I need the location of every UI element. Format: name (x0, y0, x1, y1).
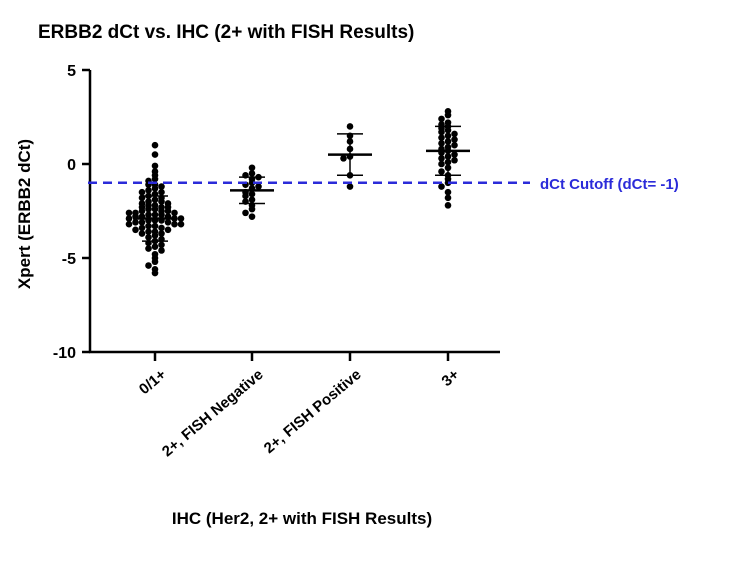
data-point (132, 218, 139, 226)
data-point (444, 188, 452, 196)
data-point (164, 218, 172, 226)
y-tick-label: -10 (53, 345, 76, 362)
data-point (444, 111, 452, 119)
data-point (145, 234, 152, 241)
data-point (248, 205, 256, 213)
data-point (177, 215, 185, 222)
data-point (340, 155, 347, 162)
data-points (125, 108, 458, 277)
data-point (158, 188, 165, 196)
data-point (151, 269, 159, 277)
data-point (438, 128, 445, 136)
chart-title: ERBB2 dCt vs. IHC (2+ with FISH Results) (38, 22, 414, 43)
data-point (438, 115, 445, 123)
data-point (151, 175, 159, 183)
data-point (138, 207, 146, 215)
data-point (138, 188, 146, 196)
data-point (255, 183, 262, 190)
data-point (125, 220, 133, 228)
data-point (151, 258, 159, 266)
x-tick-label: 0/1+ (136, 366, 170, 398)
data-point (242, 209, 249, 217)
data-point (438, 134, 445, 141)
data-point (164, 207, 172, 215)
data-point (151, 141, 159, 149)
data-point (451, 156, 458, 164)
data-point (145, 187, 152, 194)
data-point (145, 228, 152, 235)
data-point (248, 164, 256, 172)
data-point (125, 215, 133, 222)
data-point (438, 183, 445, 190)
data-point (132, 226, 139, 234)
y-tick-label: 0 (67, 157, 76, 174)
data-point (138, 224, 146, 232)
data-point (164, 226, 172, 234)
data-point (444, 202, 452, 209)
data-point (145, 222, 152, 230)
data-point (145, 262, 152, 269)
y-axis-label: Xpert (ERBB2 dCt) (15, 139, 34, 289)
data-point (438, 160, 445, 168)
data-point (158, 230, 165, 237)
data-point (145, 211, 152, 219)
data-point (451, 151, 458, 158)
data-point (248, 213, 256, 220)
data-point (438, 140, 445, 147)
data-point (451, 141, 458, 149)
data-point (158, 247, 165, 254)
data-point (438, 168, 445, 175)
data-point (145, 245, 152, 252)
data-point (138, 218, 146, 226)
data-point (346, 183, 354, 190)
y-ticks: 5 0 -5 -10 (53, 63, 90, 362)
data-point (138, 230, 146, 237)
data-point (451, 136, 458, 143)
data-point (248, 170, 256, 177)
data-point (151, 162, 159, 170)
data-point (451, 130, 458, 138)
data-point (151, 243, 159, 251)
data-point (158, 211, 165, 219)
cutoff-label: dCt Cutoff (dCt= -1) (540, 176, 679, 193)
data-point (171, 209, 178, 217)
x-tick-label: 3+ (439, 366, 463, 390)
axes (88, 70, 500, 354)
data-point (438, 155, 445, 162)
data-point (242, 192, 249, 200)
mean-sd-bars (133, 125, 470, 242)
y-tick-label: -5 (62, 251, 76, 268)
data-point (151, 151, 159, 158)
data-point (177, 220, 185, 228)
data-point (444, 194, 452, 202)
data-point (158, 183, 165, 190)
data-point (151, 185, 159, 192)
data-point (171, 220, 178, 228)
data-point (158, 224, 165, 232)
data-point (158, 241, 165, 249)
x-tick-label: 2+, FISH Positive (261, 366, 365, 457)
x-tick-label: 2+, FISH Negative (159, 366, 267, 460)
data-point (125, 209, 133, 217)
x-axis-label: IHC (Her2, 2+ with FISH Results) (172, 509, 432, 528)
data-point (158, 198, 165, 205)
data-point (145, 205, 152, 213)
data-point (346, 123, 354, 130)
y-tick-label: 5 (67, 63, 76, 80)
